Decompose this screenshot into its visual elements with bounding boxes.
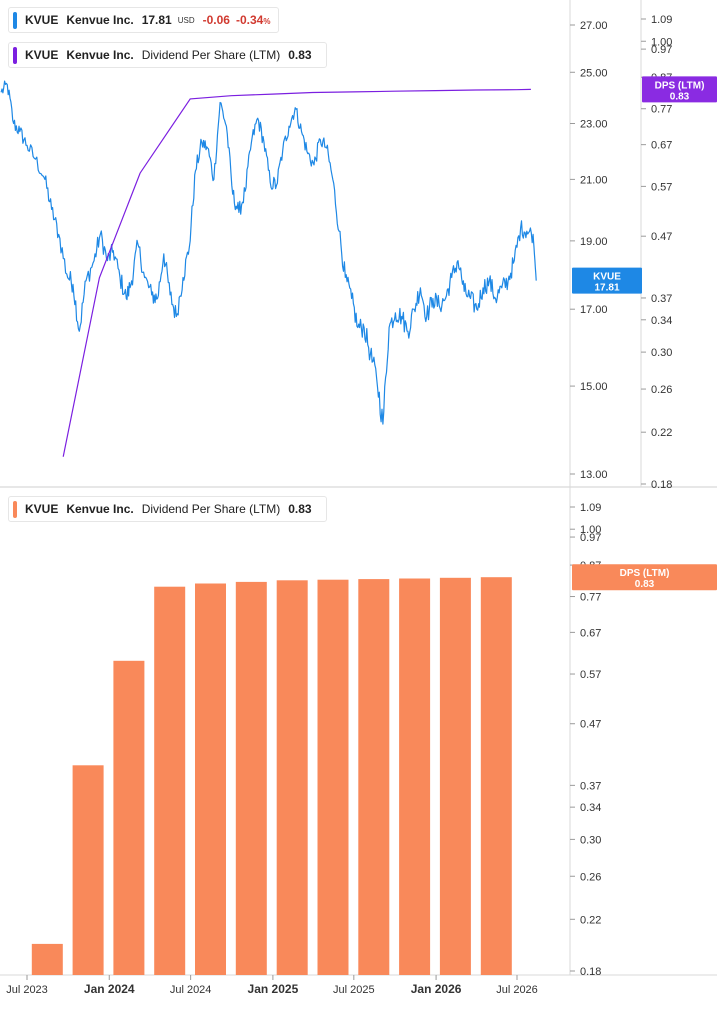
legend-change-pct-value: -0.34 — [235, 13, 264, 27]
legend-change: -0.06 — [202, 13, 230, 27]
price-axis-label: 25.00 — [580, 67, 608, 79]
dps-bar — [72, 765, 104, 975]
dps-badge-bottom-label: DPS (LTM) — [620, 568, 670, 579]
dps-bar — [113, 660, 145, 975]
bar-axis-label: 0.34 — [580, 802, 601, 814]
dps-axis-label: 0.22 — [651, 427, 672, 439]
x-axis-label: Jan 2026 — [411, 982, 462, 996]
x-axis-label: Jan 2024 — [84, 982, 135, 996]
bar-axis-label: 0.67 — [580, 627, 601, 639]
dps-axis-label: 0.30 — [651, 347, 672, 359]
dps-line — [62, 88, 531, 457]
price-axis-label: 21.00 — [580, 174, 608, 186]
legend-symbol: KVUE — [25, 502, 59, 516]
dps-badge-top-box — [642, 76, 717, 103]
price-line — [0, 80, 537, 425]
dps-bar — [439, 577, 471, 975]
legend-dps-value: 0.83 — [288, 48, 312, 62]
legend-currency: USD — [177, 15, 195, 25]
bar-axis-label: 1.00 — [580, 524, 601, 536]
bar-axis-label: 0.97 — [580, 532, 601, 544]
dps-badge-top-value: 0.83 — [670, 91, 690, 102]
legend-company-name: Kenvue Inc. — [66, 48, 134, 62]
dps-badge-bottom-value: 0.83 — [635, 579, 655, 590]
dps-bar — [235, 581, 267, 975]
dps-bar — [276, 580, 308, 975]
bar-axis-label: 0.57 — [580, 669, 601, 681]
bar-axis-label: 0.37 — [580, 780, 601, 792]
dps-badge-top: DPS (LTM)0.83 — [642, 76, 717, 103]
price-axis-label: 19.00 — [580, 236, 608, 248]
dps-badge-bottom-box — [572, 564, 717, 591]
legend-company-name: Kenvue Inc. — [66, 502, 134, 516]
bar-axis-label: 0.47 — [580, 719, 601, 731]
dps-badge-bottom: DPS (LTM)0.83 — [572, 564, 717, 591]
x-axis-label: Jul 2023 — [6, 984, 48, 996]
price-axis-label: 13.00 — [580, 469, 608, 481]
dps-bar — [399, 578, 431, 975]
dps-axis-label: 0.47 — [651, 231, 672, 243]
dps-bar — [480, 577, 512, 975]
dps-bar — [195, 583, 226, 975]
x-axis-label: Jul 2024 — [170, 984, 212, 996]
bar-axis-label: 0.30 — [580, 834, 601, 846]
bar-axis-label: 0.77 — [580, 592, 601, 604]
price-axis-label: 17.00 — [580, 304, 608, 316]
legend-symbol: KVUE — [25, 48, 59, 62]
bar-axis-label: 0.18 — [580, 966, 601, 978]
legend-kvue-dps-bottom[interactable]: KVUE Kenvue Inc. Dividend Per Share (LTM… — [8, 496, 327, 522]
legend-price-value: 17.81 — [141, 13, 172, 27]
legend-swatch — [13, 500, 17, 518]
legend-kvue-dps[interactable]: KVUE Kenvue Inc. Dividend Per Share (LTM… — [8, 42, 327, 68]
legend-swatch — [13, 46, 17, 64]
legend-change-pct: -0.34% — [236, 13, 270, 27]
legend-company-name: Kenvue Inc. — [66, 13, 134, 27]
bar-axis-label: 0.26 — [580, 871, 601, 883]
price-badge-label: KVUE — [593, 272, 621, 283]
dps-badge-top-label: DPS (LTM) — [655, 80, 705, 91]
legend-series-name: Dividend Per Share (LTM) — [141, 48, 281, 62]
legend-symbol: KVUE — [25, 13, 59, 27]
dps-axis-label: 1.00 — [651, 36, 672, 48]
x-axis-label: Jul 2025 — [333, 984, 375, 996]
dps-axis-label: 0.77 — [651, 104, 672, 116]
dps-bar — [317, 579, 349, 975]
price-axis-label: 27.00 — [580, 20, 608, 32]
dps-axis-label: 0.37 — [651, 293, 672, 305]
price-badge-box — [572, 267, 642, 294]
bar-axis-label: 1.09 — [580, 502, 601, 514]
legend-dps-value: 0.83 — [288, 502, 312, 516]
bar-axis-label: 0.22 — [580, 914, 601, 926]
dps-axis-label: 0.57 — [651, 181, 672, 193]
x-axis-label: Jul 2026 — [496, 984, 538, 996]
price-badge-value: 17.81 — [594, 283, 619, 294]
dps-axis-label: 0.34 — [651, 315, 672, 327]
dps-axis-label: 1.09 — [651, 14, 672, 26]
dps-axis-label: 0.67 — [651, 140, 672, 152]
legend-series-name: Dividend Per Share (LTM) — [141, 502, 281, 516]
dps-bar — [358, 579, 390, 975]
legend-swatch — [13, 11, 17, 29]
dps-axis-label: 0.97 — [651, 44, 672, 56]
dps-axis-label: 0.18 — [651, 479, 672, 491]
price-axis-label: 15.00 — [580, 381, 608, 393]
dps-bar — [31, 943, 63, 975]
x-axis-label: Jan 2025 — [248, 982, 299, 996]
legend-change-pct-unit: % — [263, 17, 271, 26]
price-axis-label: 23.00 — [580, 119, 608, 131]
dps-bar — [154, 586, 186, 975]
dps-axis-label: 0.26 — [651, 384, 672, 396]
legend-kvue-price[interactable]: KVUE Kenvue Inc. 17.81 USD -0.06 -0.34% — [8, 7, 280, 33]
